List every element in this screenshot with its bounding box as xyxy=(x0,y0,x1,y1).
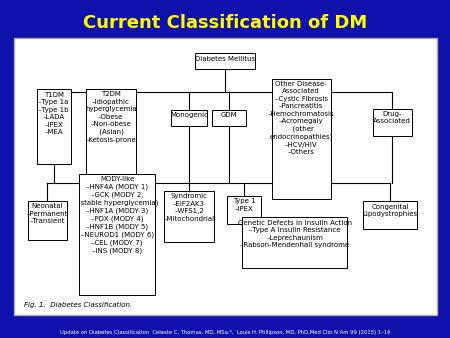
FancyBboxPatch shape xyxy=(14,38,436,315)
FancyBboxPatch shape xyxy=(363,201,417,229)
Text: T2DM
–Idiopathic
hyperglycemia
–Obese
–Non-obese
 (Asian)
–Ketosis-prone: T2DM –Idiopathic hyperglycemia –Obese –N… xyxy=(85,91,137,143)
FancyBboxPatch shape xyxy=(373,108,412,136)
FancyBboxPatch shape xyxy=(195,53,255,69)
Text: Current Classification of DM: Current Classification of DM xyxy=(83,14,367,31)
FancyBboxPatch shape xyxy=(171,110,207,126)
FancyBboxPatch shape xyxy=(79,174,155,295)
Text: Type 1
–IPEX: Type 1 –IPEX xyxy=(233,198,255,212)
Text: Diabetes Mellitus: Diabetes Mellitus xyxy=(195,55,255,62)
FancyBboxPatch shape xyxy=(86,89,136,175)
Text: Other Disease-
Associated
–Cystic Fibrosis
–Pancreatitis
–Hemochromatosis
–Acrom: Other Disease- Associated –Cystic Fibros… xyxy=(268,81,334,155)
Text: GDM: GDM xyxy=(221,113,238,118)
Text: MODY-like
–HNF4A (MODY 1)
–GCK (MODY 2,
  stable hyperglycemia)
–HNF1A (MODY 3)
: MODY-like –HNF4A (MODY 1) –GCK (MODY 2, … xyxy=(76,176,158,255)
FancyBboxPatch shape xyxy=(242,217,347,268)
Text: Drug-
Associated: Drug- Associated xyxy=(373,111,411,124)
Text: Update on Diabetes Classification  Celeste C. Thomas, MD, MSa,*,  Louis H. Phili: Update on Diabetes Classification Celest… xyxy=(60,330,390,335)
Text: Congenital
Lipodystrophies: Congenital Lipodystrophies xyxy=(362,203,418,217)
FancyBboxPatch shape xyxy=(164,191,214,242)
FancyBboxPatch shape xyxy=(28,201,67,240)
Text: Syndromic
–EIF2AK3
–WFS1,2
–Mitochondrial: Syndromic –EIF2AK3 –WFS1,2 –Mitochondria… xyxy=(163,193,215,222)
Text: T1DM
–Type 1a
–Type 1b
–LADA
–IPEX
–MEA: T1DM –Type 1a –Type 1b –LADA –IPEX –MEA xyxy=(38,92,69,135)
FancyBboxPatch shape xyxy=(212,110,246,126)
Text: Monogenic: Monogenic xyxy=(170,113,208,118)
Text: Neonatal
–Permanent
–Transient: Neonatal –Permanent –Transient xyxy=(27,203,68,224)
FancyBboxPatch shape xyxy=(272,79,331,199)
FancyBboxPatch shape xyxy=(37,90,71,164)
Text: Fig. 1.  Diabetes Classification.: Fig. 1. Diabetes Classification. xyxy=(24,302,132,308)
FancyBboxPatch shape xyxy=(227,196,261,223)
Text: Genetic Defects in Insulin Action
–Type A Insulin Resistance
–Leprechaunism
–Rab: Genetic Defects in Insulin Action –Type … xyxy=(238,220,352,248)
